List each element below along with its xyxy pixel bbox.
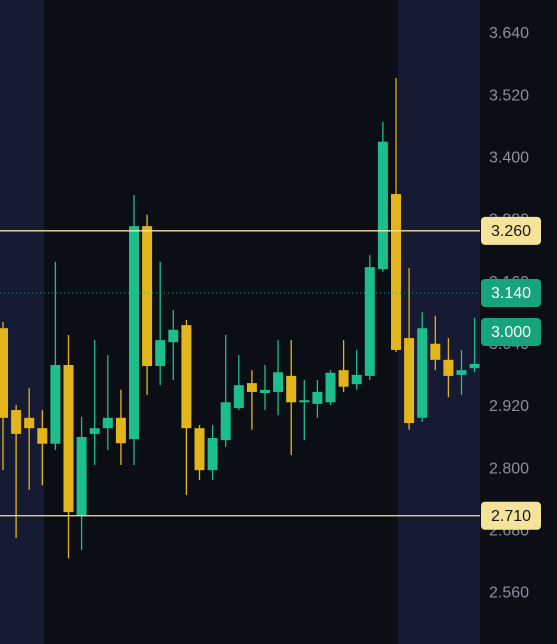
candle-body	[181, 325, 192, 429]
candle-body	[220, 402, 231, 441]
candle-body	[89, 428, 100, 434]
session-shade	[398, 0, 480, 644]
y-tick-label: 3.520	[489, 87, 529, 104]
candle-body	[351, 374, 362, 385]
y-tick-label: 3.400	[489, 150, 529, 167]
candle-body	[338, 370, 349, 387]
countdown-label: 3.000	[491, 324, 531, 341]
price-badge-label: 3.260	[491, 223, 531, 240]
candle-body	[430, 343, 441, 360]
candle-body	[37, 428, 48, 444]
candle-body	[76, 437, 87, 516]
candle-body	[246, 383, 257, 392]
price-badge	[481, 501, 541, 530]
candle-body	[207, 438, 218, 471]
y-tick-label: 2.920	[489, 398, 529, 415]
candle-body	[155, 340, 166, 367]
candle-body	[115, 417, 126, 444]
candle-body	[456, 370, 467, 375]
candle-body	[24, 417, 35, 429]
candle-body	[233, 385, 244, 408]
candle-body	[325, 372, 336, 403]
candle-body	[469, 363, 480, 369]
price-badge-label: 3.140	[491, 285, 531, 302]
candle-body	[273, 372, 284, 392]
candle-body	[11, 410, 22, 434]
candle-body	[312, 391, 323, 404]
y-tick-label: 2.800	[489, 460, 529, 477]
candle-body	[286, 375, 297, 403]
candle-body	[417, 328, 428, 418]
candle-body	[404, 338, 415, 424]
candle-body	[194, 428, 205, 471]
price-badge-label: 2.710	[491, 508, 531, 525]
session-shade	[0, 0, 44, 644]
candle-body	[0, 328, 8, 418]
y-tick-label: 3.640	[489, 25, 529, 42]
price-badge	[481, 216, 541, 245]
candle-body	[102, 417, 113, 429]
candle-body	[63, 364, 74, 513]
countdown-badge	[481, 317, 541, 346]
candle-body	[260, 389, 270, 393]
candle-body	[168, 329, 179, 343]
candle-body	[299, 400, 310, 403]
candle-body	[364, 267, 375, 376]
candle-body	[391, 194, 401, 350]
candle-body	[443, 359, 454, 376]
y-tick-label: 2.560	[489, 585, 529, 602]
candle-body	[142, 226, 153, 367]
candle-body	[129, 226, 139, 440]
candle-body	[50, 364, 61, 444]
price-badge	[481, 278, 541, 307]
candle-body	[377, 141, 388, 270]
